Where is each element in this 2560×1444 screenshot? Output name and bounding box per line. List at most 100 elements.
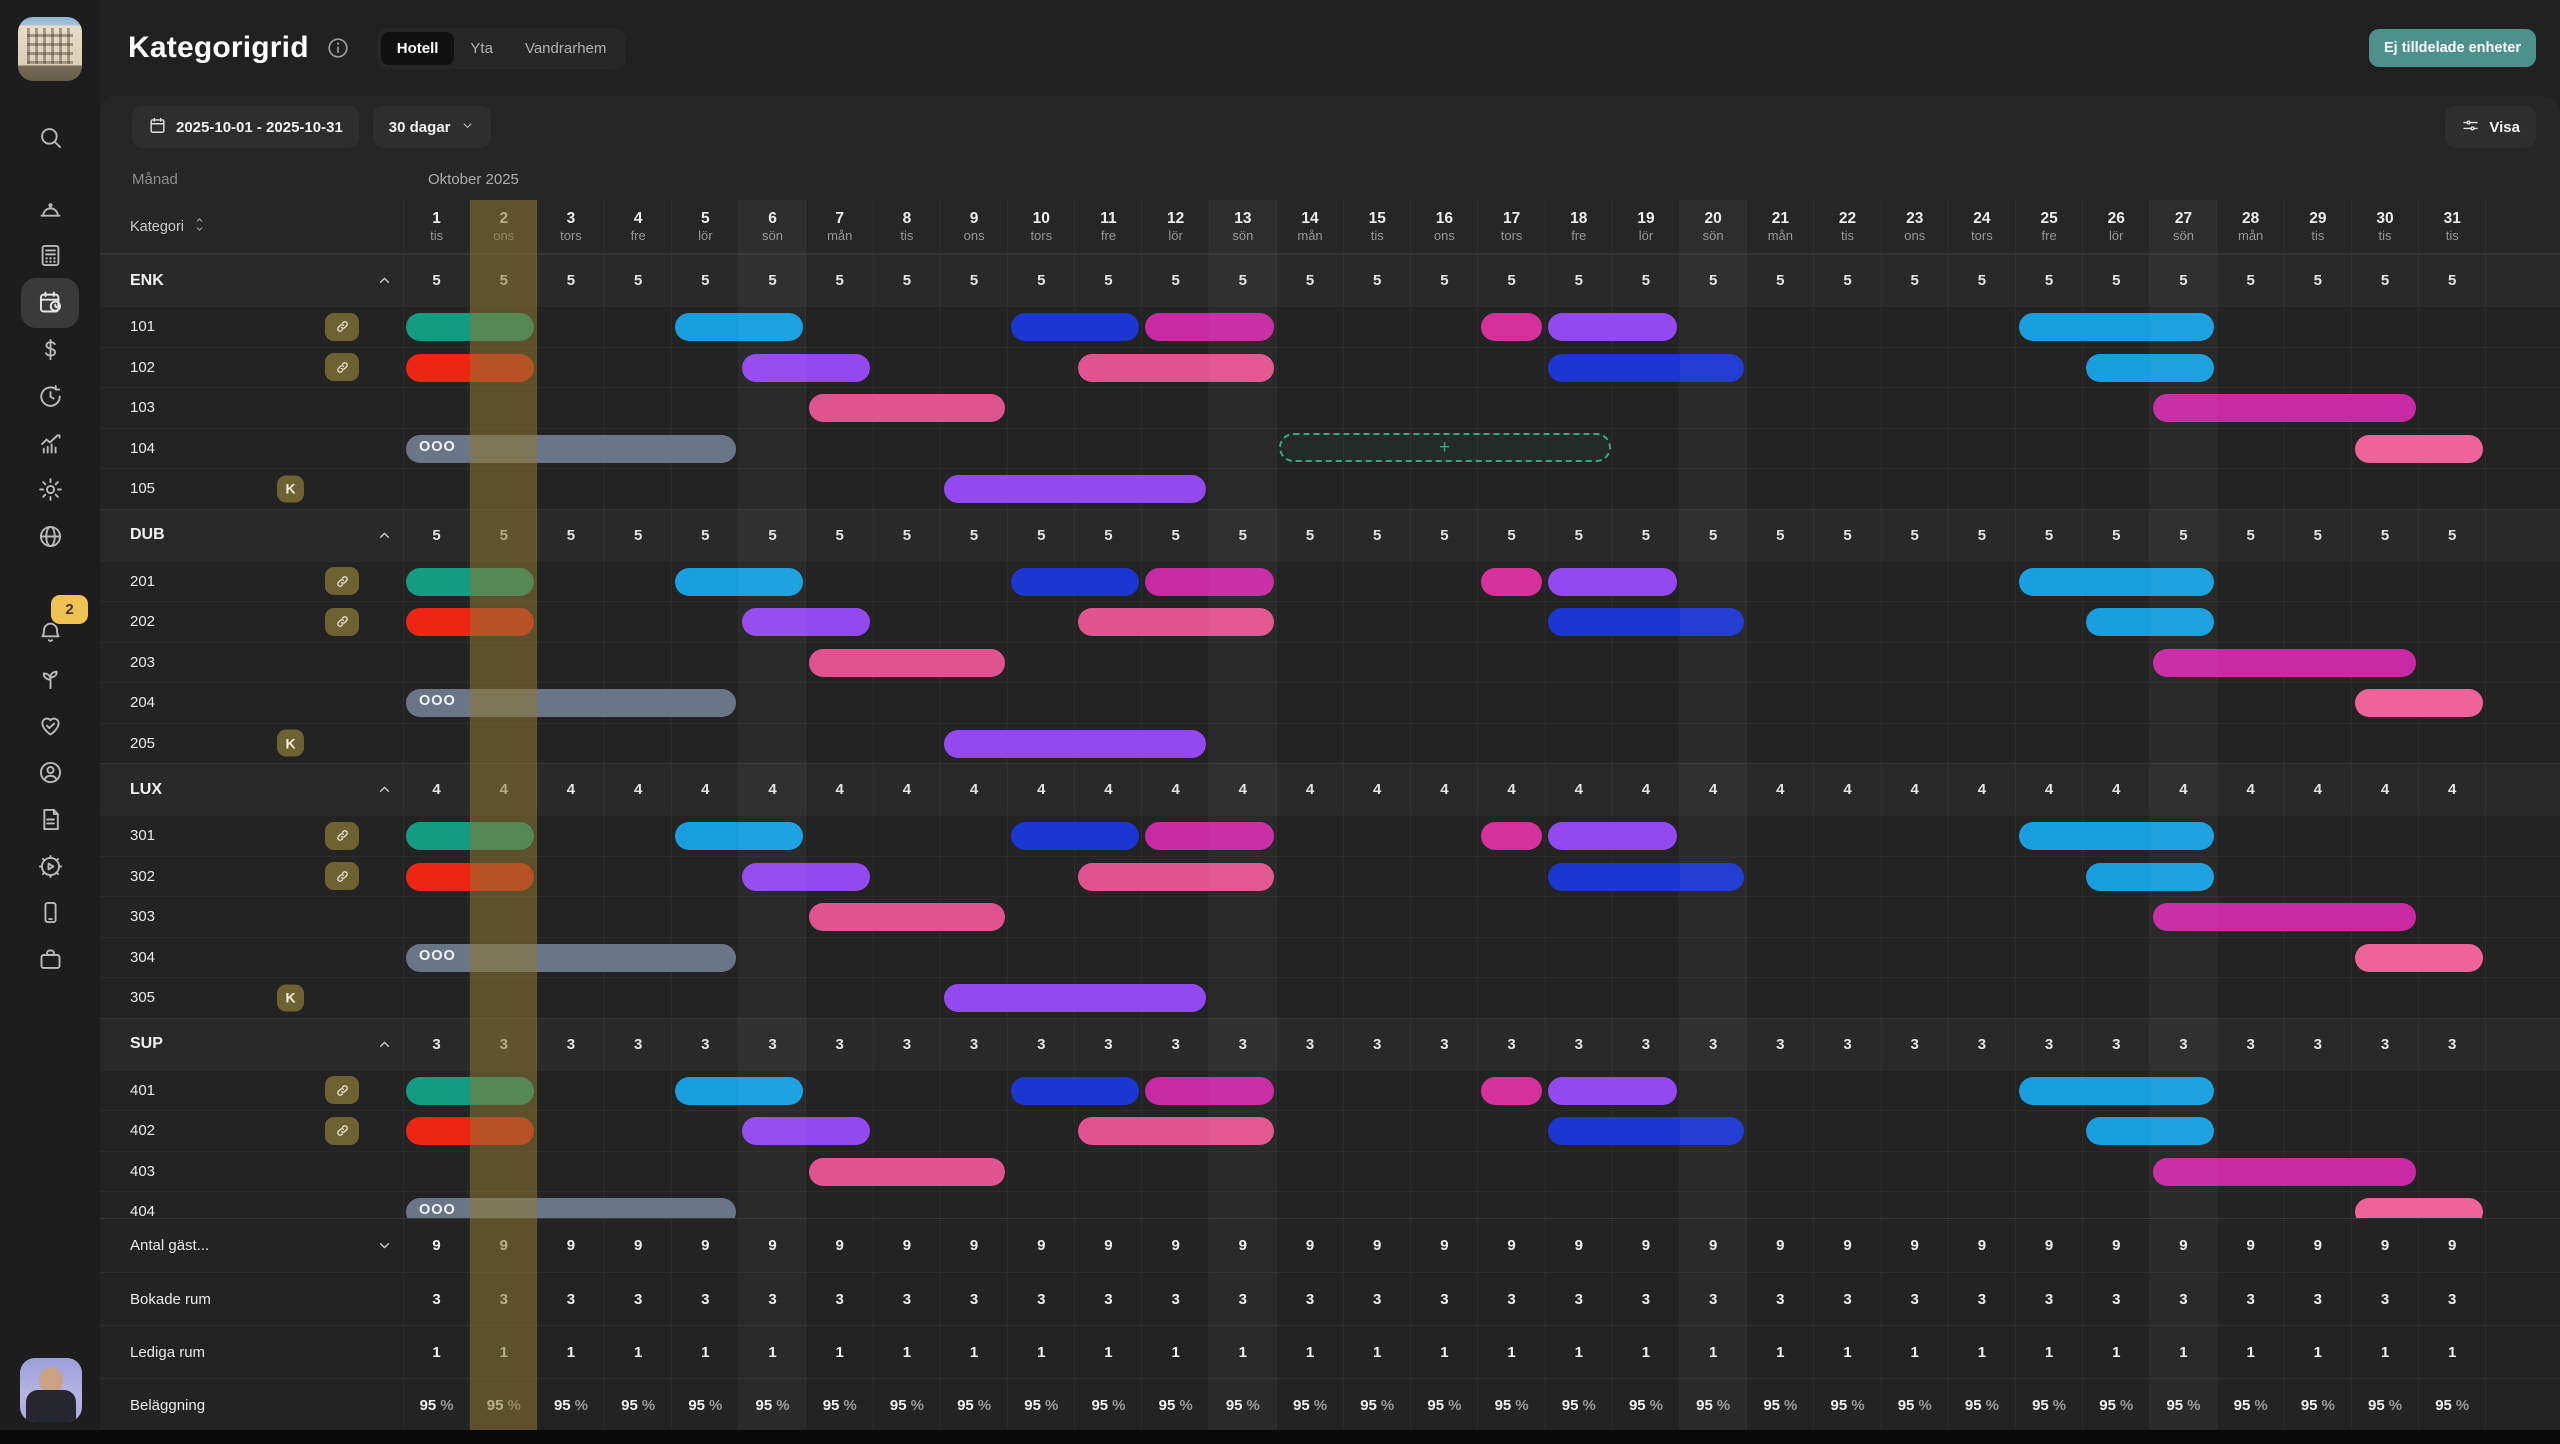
booking-bar[interactable] xyxy=(809,394,1005,422)
booking-bar[interactable] xyxy=(1078,608,1274,636)
booking-bar[interactable] xyxy=(1145,822,1274,850)
period-select[interactable]: 30 dagar xyxy=(372,106,491,148)
booking-bar[interactable] xyxy=(1010,1076,1140,1105)
booking-bar[interactable] xyxy=(742,353,871,382)
booking-bar[interactable] xyxy=(406,1076,535,1105)
account-icon[interactable] xyxy=(21,747,79,797)
show-filters-button[interactable]: > Visa xyxy=(2445,106,2536,148)
booking-bar[interactable] xyxy=(1548,353,1744,382)
booking-bar[interactable] xyxy=(2086,353,2215,382)
booking-bar[interactable] xyxy=(2018,313,2215,341)
booking-bar[interactable] xyxy=(1548,1117,1744,1145)
booking-bar[interactable] xyxy=(809,903,1005,931)
booking-bar[interactable] xyxy=(2354,434,2484,463)
unassigned-units-button[interactable]: Ej tilldelade enheter xyxy=(2369,29,2536,67)
calculator-icon[interactable] xyxy=(21,231,79,281)
booking-bar[interactable] xyxy=(1078,862,1274,891)
booking-bar[interactable] xyxy=(674,313,804,341)
user-avatar[interactable] xyxy=(20,1358,82,1422)
collapse-chevron-up-icon[interactable] xyxy=(372,523,396,547)
booking-bar[interactable] xyxy=(2153,1157,2416,1186)
booking-bar[interactable] xyxy=(1010,822,1140,850)
booking-bar[interactable] xyxy=(2086,608,2215,636)
booking-bar[interactable] xyxy=(406,313,535,341)
tab-vandrarhem[interactable]: Vandrarhem xyxy=(524,39,607,57)
collapse-chevron-up-icon[interactable] xyxy=(372,1032,396,1056)
booking-bar[interactable] xyxy=(674,822,804,850)
booking-bar[interactable] xyxy=(406,1117,535,1145)
booking-bar[interactable]: OOO xyxy=(406,689,736,717)
booking-bar[interactable] xyxy=(406,608,535,636)
booking-bar[interactable] xyxy=(2153,903,2416,931)
settings-gear-icon[interactable] xyxy=(21,465,79,515)
info-icon[interactable] xyxy=(325,35,351,61)
booking-bar[interactable] xyxy=(1548,313,1677,341)
booking-bar[interactable] xyxy=(1548,608,1744,636)
scroll-icon[interactable] xyxy=(21,794,79,844)
booking-bar[interactable] xyxy=(406,567,535,596)
sprout-icon[interactable] xyxy=(21,654,79,704)
briefcase-icon[interactable] xyxy=(21,935,79,985)
booking-bar[interactable] xyxy=(742,862,871,891)
notifications-bell-icon[interactable]: 2 xyxy=(21,595,88,657)
booking-bar[interactable] xyxy=(1548,1076,1677,1105)
globe-icon[interactable] xyxy=(21,512,79,562)
booking-bar[interactable] xyxy=(406,353,535,382)
booking-bar[interactable] xyxy=(1548,862,1744,891)
booking-bar[interactable] xyxy=(1145,1076,1274,1105)
date-range-button[interactable]: > 2025-10-01 - 2025-10-31 xyxy=(132,106,359,148)
booking-bar[interactable] xyxy=(2086,1117,2215,1145)
expand-chevron-down-icon[interactable] xyxy=(372,1234,396,1258)
booking-bar[interactable] xyxy=(1078,353,1274,382)
booking-bar[interactable] xyxy=(809,648,1005,677)
booking-bar[interactable] xyxy=(943,729,1207,758)
booking-bar[interactable] xyxy=(2354,689,2484,717)
booking-bar[interactable] xyxy=(943,475,1207,503)
booking-bar[interactable] xyxy=(2153,394,2416,422)
booking-bar[interactable] xyxy=(1078,1117,1274,1145)
booking-bar[interactable] xyxy=(2153,648,2416,677)
booking-bar[interactable] xyxy=(674,1076,804,1105)
booking-bar[interactable] xyxy=(1481,567,1543,596)
bottom-scrollbar-track[interactable] xyxy=(0,1430,2560,1444)
heart-care-icon[interactable] xyxy=(21,701,79,751)
collapse-chevron-up-icon[interactable] xyxy=(372,269,396,293)
booking-bar[interactable] xyxy=(1481,822,1543,850)
booking-bar[interactable] xyxy=(2354,943,2484,972)
booking-bar[interactable] xyxy=(742,608,871,636)
hotel-logo[interactable] xyxy=(18,17,82,81)
stats-chart-icon[interactable] xyxy=(21,418,79,468)
booking-bar[interactable] xyxy=(1548,822,1677,850)
booking-bar[interactable] xyxy=(2086,862,2215,891)
booking-bar[interactable] xyxy=(742,1117,871,1145)
booking-bar[interactable] xyxy=(2018,567,2215,596)
booking-bar[interactable] xyxy=(943,984,1207,1012)
history-icon[interactable] xyxy=(21,371,79,421)
new-booking-selection[interactable]: + xyxy=(1278,432,1611,462)
tab-hotell[interactable]: Hotell xyxy=(380,31,455,65)
cog-play-icon[interactable] xyxy=(21,841,79,891)
booking-bar[interactable] xyxy=(2018,822,2215,850)
mobile-phone-icon[interactable] xyxy=(21,888,79,938)
booking-bar[interactable] xyxy=(406,862,535,891)
booking-bar[interactable] xyxy=(1010,313,1140,341)
booking-calendar-icon[interactable] xyxy=(21,277,79,328)
booking-bar[interactable] xyxy=(1481,1076,1543,1105)
search-icon[interactable] xyxy=(21,112,79,162)
booking-bar[interactable] xyxy=(2354,1198,2484,1218)
booking-bar[interactable]: OOO xyxy=(406,434,736,463)
reception-bell-icon[interactable] xyxy=(21,184,79,234)
dollar-icon[interactable] xyxy=(21,324,79,374)
booking-bar[interactable] xyxy=(1010,567,1140,596)
booking-bar[interactable] xyxy=(2018,1076,2215,1105)
category-sort-button[interactable]: Kategori xyxy=(130,216,208,238)
booking-bar[interactable]: OOO xyxy=(406,943,736,972)
booking-bar[interactable] xyxy=(406,822,535,850)
booking-bar[interactable] xyxy=(809,1157,1005,1186)
booking-bar[interactable] xyxy=(1548,567,1677,596)
booking-bar[interactable] xyxy=(674,567,804,596)
booking-bar[interactable] xyxy=(1145,567,1274,596)
booking-bar[interactable]: OOO xyxy=(406,1198,736,1218)
booking-bar[interactable] xyxy=(1481,313,1543,341)
booking-bar[interactable] xyxy=(1145,313,1274,341)
